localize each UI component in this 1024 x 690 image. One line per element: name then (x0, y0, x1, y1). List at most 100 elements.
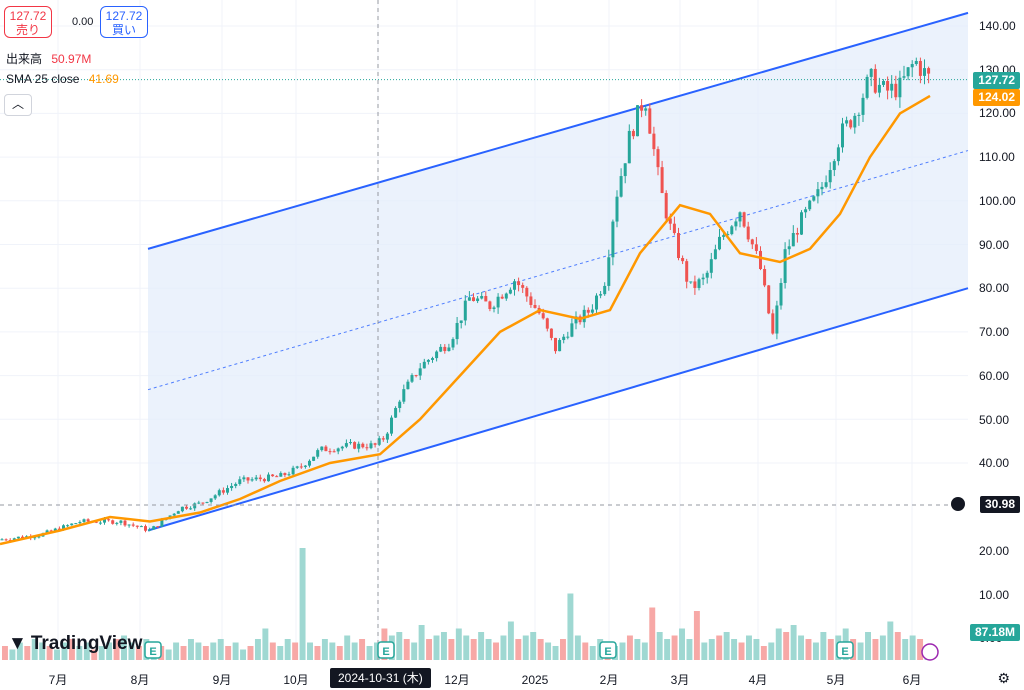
volume-bar (775, 628, 782, 660)
candle-body (619, 176, 623, 197)
candle-body (750, 239, 754, 245)
volume-bar (537, 639, 544, 660)
candle-body (697, 279, 701, 288)
dividend-flash-icon (921, 643, 939, 661)
volume-bar (857, 642, 864, 660)
candle-body (525, 287, 529, 297)
volume-bar (135, 646, 142, 660)
volume-bar (299, 548, 306, 660)
candle-body (152, 526, 156, 530)
candle-body (705, 272, 709, 278)
candle-body (258, 477, 262, 480)
x-axis-tick-label: 5月 (827, 673, 846, 687)
volume-bar (768, 642, 775, 660)
volume-bar (455, 628, 462, 660)
volume-bar (686, 639, 693, 660)
candle-body (623, 163, 627, 177)
volume-bar (366, 646, 373, 660)
volume-bar (411, 642, 418, 660)
volume-bar (39, 642, 46, 660)
y-axis-tick-label: 40.00 (979, 456, 1009, 470)
candle-body (361, 443, 365, 448)
candle-body (648, 108, 652, 134)
volume-bar (418, 625, 425, 660)
y-axis-tick-label: 80.00 (979, 281, 1009, 295)
candle-body (295, 466, 299, 468)
candle-body (845, 120, 849, 124)
volume-legend[interactable]: 出来高 50.97M (6, 50, 91, 67)
volume-bar (879, 635, 886, 660)
volume-bar (664, 639, 671, 660)
candle-body (287, 474, 291, 476)
candle-body (681, 258, 685, 262)
candle-body (172, 513, 176, 516)
candle-body (148, 529, 152, 531)
volume-bar (359, 639, 366, 660)
candle-body (205, 501, 209, 503)
volume-bar (827, 639, 834, 660)
candle-body (127, 524, 131, 526)
candle-body (808, 200, 812, 210)
volume-bar (336, 646, 343, 660)
sell-label: 売り (15, 23, 40, 37)
volume-bar (440, 632, 447, 660)
candle-body (275, 476, 279, 478)
tradingview-logo-mark-icon: ▼ (8, 633, 27, 654)
candle-body (779, 282, 783, 306)
volume-bar (723, 632, 730, 660)
candle-body (291, 467, 295, 475)
volume-bar (24, 646, 31, 660)
candle-body (324, 446, 328, 452)
channel-upper-line (147, 11, 969, 250)
candle-body (640, 105, 644, 111)
candle-body (558, 340, 562, 352)
candle-body (443, 346, 447, 352)
candle-body (242, 477, 246, 480)
settings-gear-icon[interactable]: ⚙ (997, 670, 1010, 686)
candle-body (861, 97, 865, 115)
candle-body (373, 443, 377, 445)
candle-body (463, 300, 467, 321)
collapse-legend-button[interactable]: ︿ (4, 94, 32, 116)
candle-body (500, 296, 504, 299)
volume-bar (2, 646, 8, 660)
sma-legend[interactable]: SMA 25 close 41.69 (6, 72, 119, 86)
candle-body (886, 81, 890, 91)
volume-bar (820, 632, 827, 660)
candle-body (791, 233, 795, 247)
candle-body (390, 417, 393, 434)
candle-body (431, 358, 434, 360)
candle-body (213, 495, 217, 499)
candle-body (562, 336, 566, 341)
sell-button[interactable]: 127.72 売り (4, 6, 52, 38)
volume-price-badge: 87.18M (969, 624, 1020, 641)
candle-body (701, 277, 705, 280)
candle-body (303, 465, 307, 467)
volume-bar (619, 642, 626, 660)
volume-legend-value: 50.97M (51, 52, 92, 66)
volume-bar (902, 639, 909, 660)
candle-body (804, 209, 808, 213)
candle-body (4, 539, 8, 541)
buy-button[interactable]: 127.72 買い (100, 6, 148, 38)
x-axis-tick-label: 8月 (131, 673, 150, 687)
y-axis-tick-label: 90.00 (979, 238, 1009, 252)
volume-bar (83, 642, 90, 660)
candle-body (898, 77, 902, 98)
volume-bar (507, 621, 514, 660)
y-axis-tick-label: 60.00 (979, 369, 1009, 383)
volume-bar (679, 628, 685, 660)
candle-body (33, 537, 37, 539)
candle-body (230, 485, 234, 489)
candle-body (262, 479, 266, 482)
candle-body (197, 502, 201, 504)
tradingview-logo[interactable]: ▼ TradingView (8, 633, 142, 655)
candle-body (590, 309, 594, 313)
candle-body (98, 522, 102, 524)
candle-body (533, 304, 537, 308)
volume-bar (500, 635, 507, 660)
candle-body (217, 490, 221, 496)
volume-bar (909, 635, 916, 660)
volume-bar (753, 639, 760, 660)
